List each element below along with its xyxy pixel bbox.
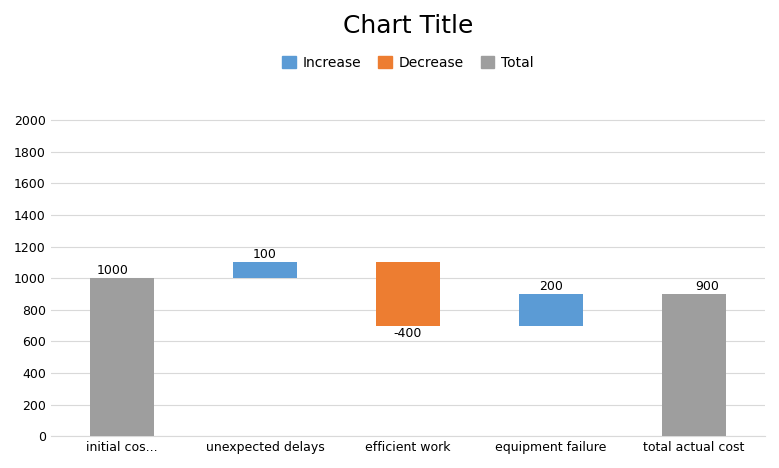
Text: 100: 100 <box>253 248 277 261</box>
Bar <box>90 278 154 436</box>
Text: 1000: 1000 <box>97 264 129 277</box>
Bar <box>519 294 583 326</box>
Bar <box>233 263 297 278</box>
Text: -400: -400 <box>393 327 422 340</box>
Bar <box>375 263 440 326</box>
Text: 900: 900 <box>695 280 719 292</box>
Bar <box>661 294 726 436</box>
Title: Chart Title: Chart Title <box>343 14 473 38</box>
Text: 200: 200 <box>539 280 562 292</box>
Legend: Increase, Decrease, Total: Increase, Decrease, Total <box>277 50 540 75</box>
